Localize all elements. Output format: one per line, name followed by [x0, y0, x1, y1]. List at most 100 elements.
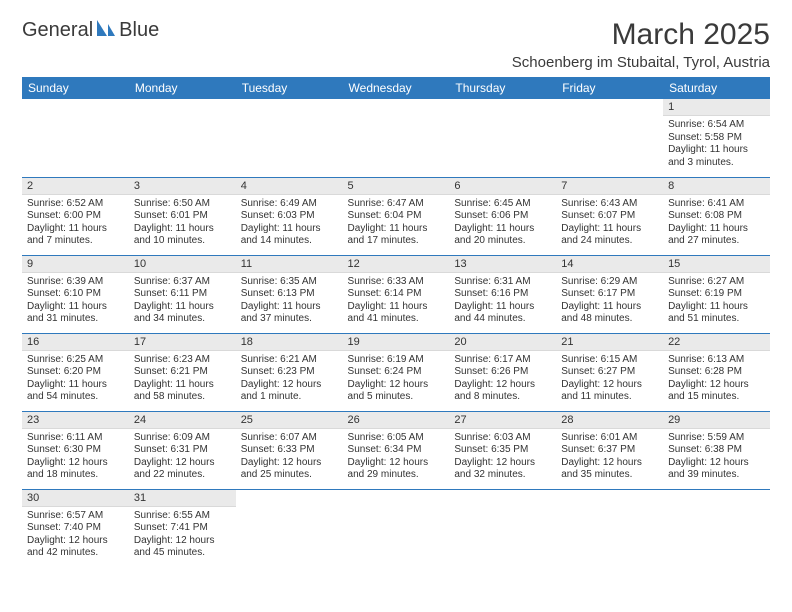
- sunset-text: Sunset: 6:35 PM: [454, 444, 551, 457]
- day-number: 15: [663, 256, 770, 273]
- calendar-cell: 4Sunrise: 6:49 AMSunset: 6:03 PMDaylight…: [236, 177, 343, 255]
- day-number: 24: [129, 412, 236, 429]
- weekday-header: Monday: [129, 77, 236, 99]
- daylight-text: Daylight: 11 hours and 41 minutes.: [348, 301, 445, 326]
- day-details: Sunrise: 6:29 AMSunset: 6:17 PMDaylight:…: [556, 273, 663, 329]
- calendar-row: 16Sunrise: 6:25 AMSunset: 6:20 PMDayligh…: [22, 333, 770, 411]
- daylight-text: Daylight: 11 hours and 7 minutes.: [27, 223, 124, 248]
- day-details: Sunrise: 6:17 AMSunset: 6:26 PMDaylight:…: [449, 351, 556, 407]
- sail-icon: [95, 18, 117, 43]
- daylight-text: Daylight: 12 hours and 11 minutes.: [561, 379, 658, 404]
- day-details: Sunrise: 6:50 AMSunset: 6:01 PMDaylight:…: [129, 195, 236, 251]
- sunrise-text: Sunrise: 6:49 AM: [241, 198, 338, 211]
- daylight-text: Daylight: 11 hours and 34 minutes.: [134, 301, 231, 326]
- sunset-text: Sunset: 6:13 PM: [241, 288, 338, 301]
- sunset-text: Sunset: 7:40 PM: [27, 522, 124, 535]
- sunset-text: Sunset: 6:21 PM: [134, 366, 231, 379]
- calendar-cell: 27Sunrise: 6:03 AMSunset: 6:35 PMDayligh…: [449, 411, 556, 489]
- weekday-header: Tuesday: [236, 77, 343, 99]
- sunset-text: Sunset: 6:27 PM: [561, 366, 658, 379]
- title-block: March 2025 Schoenberg im Stubaital, Tyro…: [512, 18, 770, 71]
- calendar-cell: 22Sunrise: 6:13 AMSunset: 6:28 PMDayligh…: [663, 333, 770, 411]
- daylight-text: Daylight: 12 hours and 8 minutes.: [454, 379, 551, 404]
- calendar-cell: 19Sunrise: 6:19 AMSunset: 6:24 PMDayligh…: [343, 333, 450, 411]
- daylight-text: Daylight: 11 hours and 3 minutes.: [668, 144, 765, 169]
- location-subtitle: Schoenberg im Stubaital, Tyrol, Austria: [512, 54, 770, 71]
- day-details: Sunrise: 6:57 AMSunset: 7:40 PMDaylight:…: [22, 507, 129, 563]
- calendar-cell: [449, 489, 556, 567]
- day-number: 5: [343, 178, 450, 195]
- calendar-cell: 10Sunrise: 6:37 AMSunset: 6:11 PMDayligh…: [129, 255, 236, 333]
- calendar-cell: 30Sunrise: 6:57 AMSunset: 7:40 PMDayligh…: [22, 489, 129, 567]
- sunset-text: Sunset: 6:10 PM: [27, 288, 124, 301]
- calendar-cell: 29Sunrise: 5:59 AMSunset: 6:38 PMDayligh…: [663, 411, 770, 489]
- day-number: 31: [129, 490, 236, 507]
- calendar-cell: 20Sunrise: 6:17 AMSunset: 6:26 PMDayligh…: [449, 333, 556, 411]
- sunset-text: Sunset: 6:06 PM: [454, 210, 551, 223]
- daylight-text: Daylight: 12 hours and 15 minutes.: [668, 379, 765, 404]
- calendar-cell: [22, 99, 129, 177]
- sunrise-text: Sunrise: 5:59 AM: [668, 432, 765, 445]
- day-number: 2: [22, 178, 129, 195]
- daylight-text: Daylight: 11 hours and 31 minutes.: [27, 301, 124, 326]
- day-number: 27: [449, 412, 556, 429]
- sunrise-text: Sunrise: 6:01 AM: [561, 432, 658, 445]
- sunrise-text: Sunrise: 6:19 AM: [348, 354, 445, 367]
- sunrise-text: Sunrise: 6:39 AM: [27, 276, 124, 289]
- calendar-cell: [343, 489, 450, 567]
- weekday-header: Thursday: [449, 77, 556, 99]
- daylight-text: Daylight: 11 hours and 51 minutes.: [668, 301, 765, 326]
- sunrise-text: Sunrise: 6:03 AM: [454, 432, 551, 445]
- daylight-text: Daylight: 12 hours and 29 minutes.: [348, 457, 445, 482]
- sunset-text: Sunset: 6:20 PM: [27, 366, 124, 379]
- sunset-text: Sunset: 6:07 PM: [561, 210, 658, 223]
- sunrise-text: Sunrise: 6:07 AM: [241, 432, 338, 445]
- daylight-text: Daylight: 11 hours and 14 minutes.: [241, 223, 338, 248]
- day-details: Sunrise: 6:11 AMSunset: 6:30 PMDaylight:…: [22, 429, 129, 485]
- sunset-text: Sunset: 6:37 PM: [561, 444, 658, 457]
- sunrise-text: Sunrise: 6:05 AM: [348, 432, 445, 445]
- calendar-cell: 18Sunrise: 6:21 AMSunset: 6:23 PMDayligh…: [236, 333, 343, 411]
- day-details: Sunrise: 6:21 AMSunset: 6:23 PMDaylight:…: [236, 351, 343, 407]
- sunset-text: Sunset: 6:17 PM: [561, 288, 658, 301]
- day-details: Sunrise: 6:52 AMSunset: 6:00 PMDaylight:…: [22, 195, 129, 251]
- calendar-cell: 14Sunrise: 6:29 AMSunset: 6:17 PMDayligh…: [556, 255, 663, 333]
- daylight-text: Daylight: 11 hours and 10 minutes.: [134, 223, 231, 248]
- daylight-text: Daylight: 11 hours and 20 minutes.: [454, 223, 551, 248]
- day-number: 28: [556, 412, 663, 429]
- day-details: Sunrise: 6:15 AMSunset: 6:27 PMDaylight:…: [556, 351, 663, 407]
- calendar-table: Sunday Monday Tuesday Wednesday Thursday…: [22, 77, 770, 567]
- calendar-cell: 11Sunrise: 6:35 AMSunset: 6:13 PMDayligh…: [236, 255, 343, 333]
- day-number: 16: [22, 334, 129, 351]
- weekday-header: Saturday: [663, 77, 770, 99]
- day-number: 1: [663, 99, 770, 116]
- sunrise-text: Sunrise: 6:43 AM: [561, 198, 658, 211]
- sunrise-text: Sunrise: 6:27 AM: [668, 276, 765, 289]
- day-number: 9: [22, 256, 129, 273]
- sunrise-text: Sunrise: 6:17 AM: [454, 354, 551, 367]
- day-details: Sunrise: 6:47 AMSunset: 6:04 PMDaylight:…: [343, 195, 450, 251]
- daylight-text: Daylight: 11 hours and 27 minutes.: [668, 223, 765, 248]
- sunset-text: Sunset: 6:08 PM: [668, 210, 765, 223]
- sunrise-text: Sunrise: 6:45 AM: [454, 198, 551, 211]
- day-number: 7: [556, 178, 663, 195]
- daylight-text: Daylight: 12 hours and 18 minutes.: [27, 457, 124, 482]
- day-details: Sunrise: 6:27 AMSunset: 6:19 PMDaylight:…: [663, 273, 770, 329]
- day-number: 14: [556, 256, 663, 273]
- day-details: Sunrise: 5:59 AMSunset: 6:38 PMDaylight:…: [663, 429, 770, 485]
- sunset-text: Sunset: 6:24 PM: [348, 366, 445, 379]
- daylight-text: Daylight: 11 hours and 58 minutes.: [134, 379, 231, 404]
- sunset-text: Sunset: 6:34 PM: [348, 444, 445, 457]
- day-number: 30: [22, 490, 129, 507]
- sunrise-text: Sunrise: 6:55 AM: [134, 510, 231, 523]
- daylight-text: Daylight: 11 hours and 17 minutes.: [348, 223, 445, 248]
- day-number: 18: [236, 334, 343, 351]
- day-details: Sunrise: 6:23 AMSunset: 6:21 PMDaylight:…: [129, 351, 236, 407]
- logo-text-left: General: [22, 19, 93, 42]
- calendar-cell: 23Sunrise: 6:11 AMSunset: 6:30 PMDayligh…: [22, 411, 129, 489]
- calendar-cell: 26Sunrise: 6:05 AMSunset: 6:34 PMDayligh…: [343, 411, 450, 489]
- calendar-cell: [236, 489, 343, 567]
- calendar-cell: 1Sunrise: 6:54 AMSunset: 5:58 PMDaylight…: [663, 99, 770, 177]
- day-details: Sunrise: 6:13 AMSunset: 6:28 PMDaylight:…: [663, 351, 770, 407]
- sunset-text: Sunset: 6:00 PM: [27, 210, 124, 223]
